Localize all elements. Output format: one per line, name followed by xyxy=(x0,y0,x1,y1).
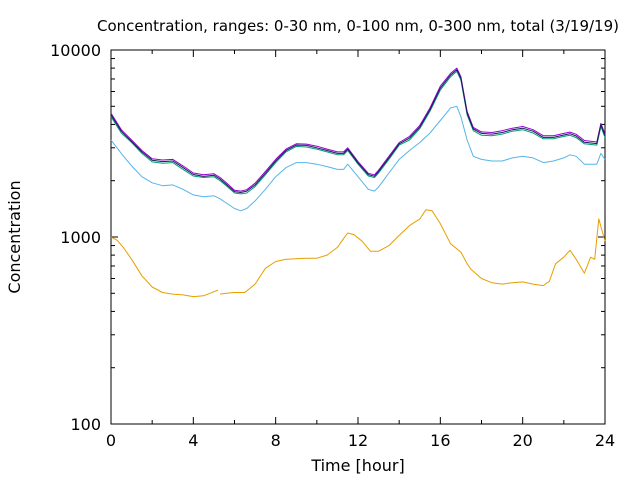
x-tick-label: 0 xyxy=(106,431,116,450)
y-tick-label: 1000 xyxy=(60,228,101,247)
x-axis-label: Time [hour] xyxy=(310,456,404,475)
x-tick-label: 8 xyxy=(271,431,281,450)
series-line-3 xyxy=(110,70,606,195)
series-line-4 xyxy=(110,67,606,192)
x-tick-labels: 0 4 8 12 16 20 24 xyxy=(106,431,615,450)
x-tick-label: 16 xyxy=(430,431,450,450)
x-tick-label: 12 xyxy=(348,431,368,450)
x-tick-label: 20 xyxy=(512,431,532,450)
series-line-1 xyxy=(110,209,606,298)
x-tick-label: 4 xyxy=(188,431,198,450)
x-tick-label: 24 xyxy=(595,431,615,450)
y-axis-label: Concentration xyxy=(5,180,24,293)
axis-ticks xyxy=(110,49,606,425)
series-line-5 xyxy=(110,69,606,193)
series-group xyxy=(110,67,606,298)
chart-title: Concentration, ranges: 0-30 nm, 0-100 nm… xyxy=(97,17,619,35)
y-tick-label: 100 xyxy=(70,415,101,434)
plot-frame xyxy=(110,49,606,425)
y-tick-label: 10000 xyxy=(50,41,101,60)
y-tick-labels: 100 1000 10000 xyxy=(50,41,101,434)
series-line-2 xyxy=(110,105,606,212)
